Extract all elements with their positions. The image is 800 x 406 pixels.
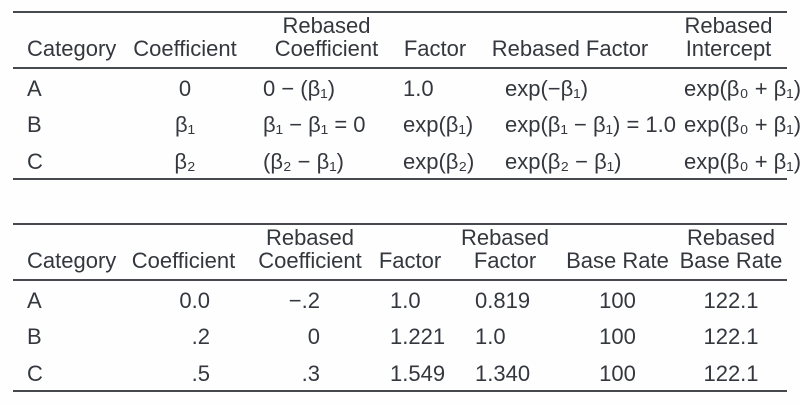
cell-coefficient: .2	[191, 324, 210, 349]
table-row: B .2 0 1.221 1.0 100 122.1	[13, 317, 787, 354]
table-row: C .5 .3 1.549 1.340 100 122.1	[13, 354, 787, 391]
cell-category: C	[27, 360, 43, 386]
col-header-rebased-factor: Rebased Factor	[450, 224, 560, 281]
col-header-category: Category	[13, 12, 117, 69]
cell-base-rate: 100	[599, 360, 636, 386]
col-header-factor: Factor	[370, 224, 450, 281]
col-header-rebased-coefficient: Rebased Coefficient	[253, 12, 400, 69]
cell-rebased-base-rate: 122.1	[703, 287, 759, 313]
cell-rebased-factor: 1.0	[475, 324, 506, 349]
col-header-factor: Factor	[400, 12, 470, 69]
cell-factor: exp(β₂)	[403, 148, 475, 174]
cell-category: A	[27, 287, 42, 313]
col-header-coefficient: Coefficient	[117, 224, 250, 281]
col-header-coefficient: Coefficient	[117, 12, 253, 69]
cell-base-rate: 100	[599, 287, 636, 313]
cell-coefficient: .5	[191, 360, 210, 386]
col-header-category: Category	[13, 224, 117, 281]
cell-rebased-factor: exp(β₁ − β₁) = 1.0	[505, 112, 677, 137]
cell-category: B	[27, 112, 42, 137]
cell-base-rate: 100	[599, 324, 636, 349]
col-header-rebased-intercept: Rebased Intercept	[670, 12, 787, 69]
cell-rebased-factor: 1.340	[475, 360, 531, 386]
cell-rebased-coefficient: .3	[301, 360, 320, 386]
cell-rebased-factor: exp(−β₁)	[505, 75, 589, 101]
cell-rebased-intercept: exp(β₀ + β₁)	[684, 148, 800, 174]
cell-factor: exp(β₁)	[403, 112, 474, 137]
cell-rebased-coefficient: −.2	[288, 287, 320, 313]
rebasing-example-table: Category Coefficient Rebased Coefficient…	[13, 223, 787, 392]
cell-rebased-base-rate: 122.1	[703, 324, 759, 349]
cell-category: B	[27, 324, 42, 349]
cell-rebased-intercept: exp(β₀ + β₁)	[684, 112, 800, 137]
cell-rebased-coefficient: 0 − (β₁)	[263, 75, 336, 101]
col-header-rebased-factor: Rebased Factor	[470, 12, 670, 69]
cell-factor: 1.0	[403, 75, 434, 101]
table-header-row: Category Coefficient Rebased Coefficient…	[13, 12, 787, 69]
cell-coefficient: 0	[178, 75, 192, 101]
cell-rebased-factor: exp(β₂ − β₁)	[505, 148, 622, 174]
cell-rebased-coefficient: β₁ − β₁ = 0	[263, 112, 366, 137]
table-row: C β₂ (β₂ − β₁) exp(β₂) exp(β₂ − β₁) exp(…	[13, 142, 800, 179]
rebasing-formula-table: Category Coefficient Rebased Coefficient…	[13, 11, 800, 180]
cell-factor: 1.549	[390, 360, 446, 386]
table-header-row: Category Coefficient Rebased Coefficient…	[13, 224, 787, 281]
cell-category: A	[27, 75, 42, 101]
col-header-rebased-coefficient: Rebased Coefficient	[250, 224, 370, 281]
cell-rebased-intercept: exp(β₀ + β₁)	[684, 75, 800, 101]
cell-rebased-base-rate: 122.1	[703, 360, 759, 386]
col-header-base-rate: Base Rate	[560, 224, 675, 281]
cell-coefficient: β₂	[174, 148, 196, 174]
table-row: A 0 0 − (β₁) 1.0 exp(−β₁) exp(β₀ + β₁)	[13, 68, 800, 105]
cell-factor: 1.0	[390, 287, 421, 313]
table-row: A 0.0 −.2 1.0 0.819 100 122.1	[13, 280, 787, 317]
table-row: B β₁ β₁ − β₁ = 0 exp(β₁) exp(β₁ − β₁) = …	[13, 105, 800, 142]
col-header-rebased-base-rate: Rebased Base Rate	[675, 224, 787, 281]
cell-factor: 1.221	[390, 324, 446, 349]
cell-coefficient: β₁	[174, 112, 196, 137]
cell-coefficient: 0.0	[179, 287, 210, 313]
cell-category: C	[27, 148, 43, 174]
cell-rebased-factor: 0.819	[475, 287, 531, 313]
cell-rebased-coefficient: 0	[307, 324, 320, 349]
cell-rebased-coefficient: (β₂ − β₁)	[263, 148, 344, 174]
